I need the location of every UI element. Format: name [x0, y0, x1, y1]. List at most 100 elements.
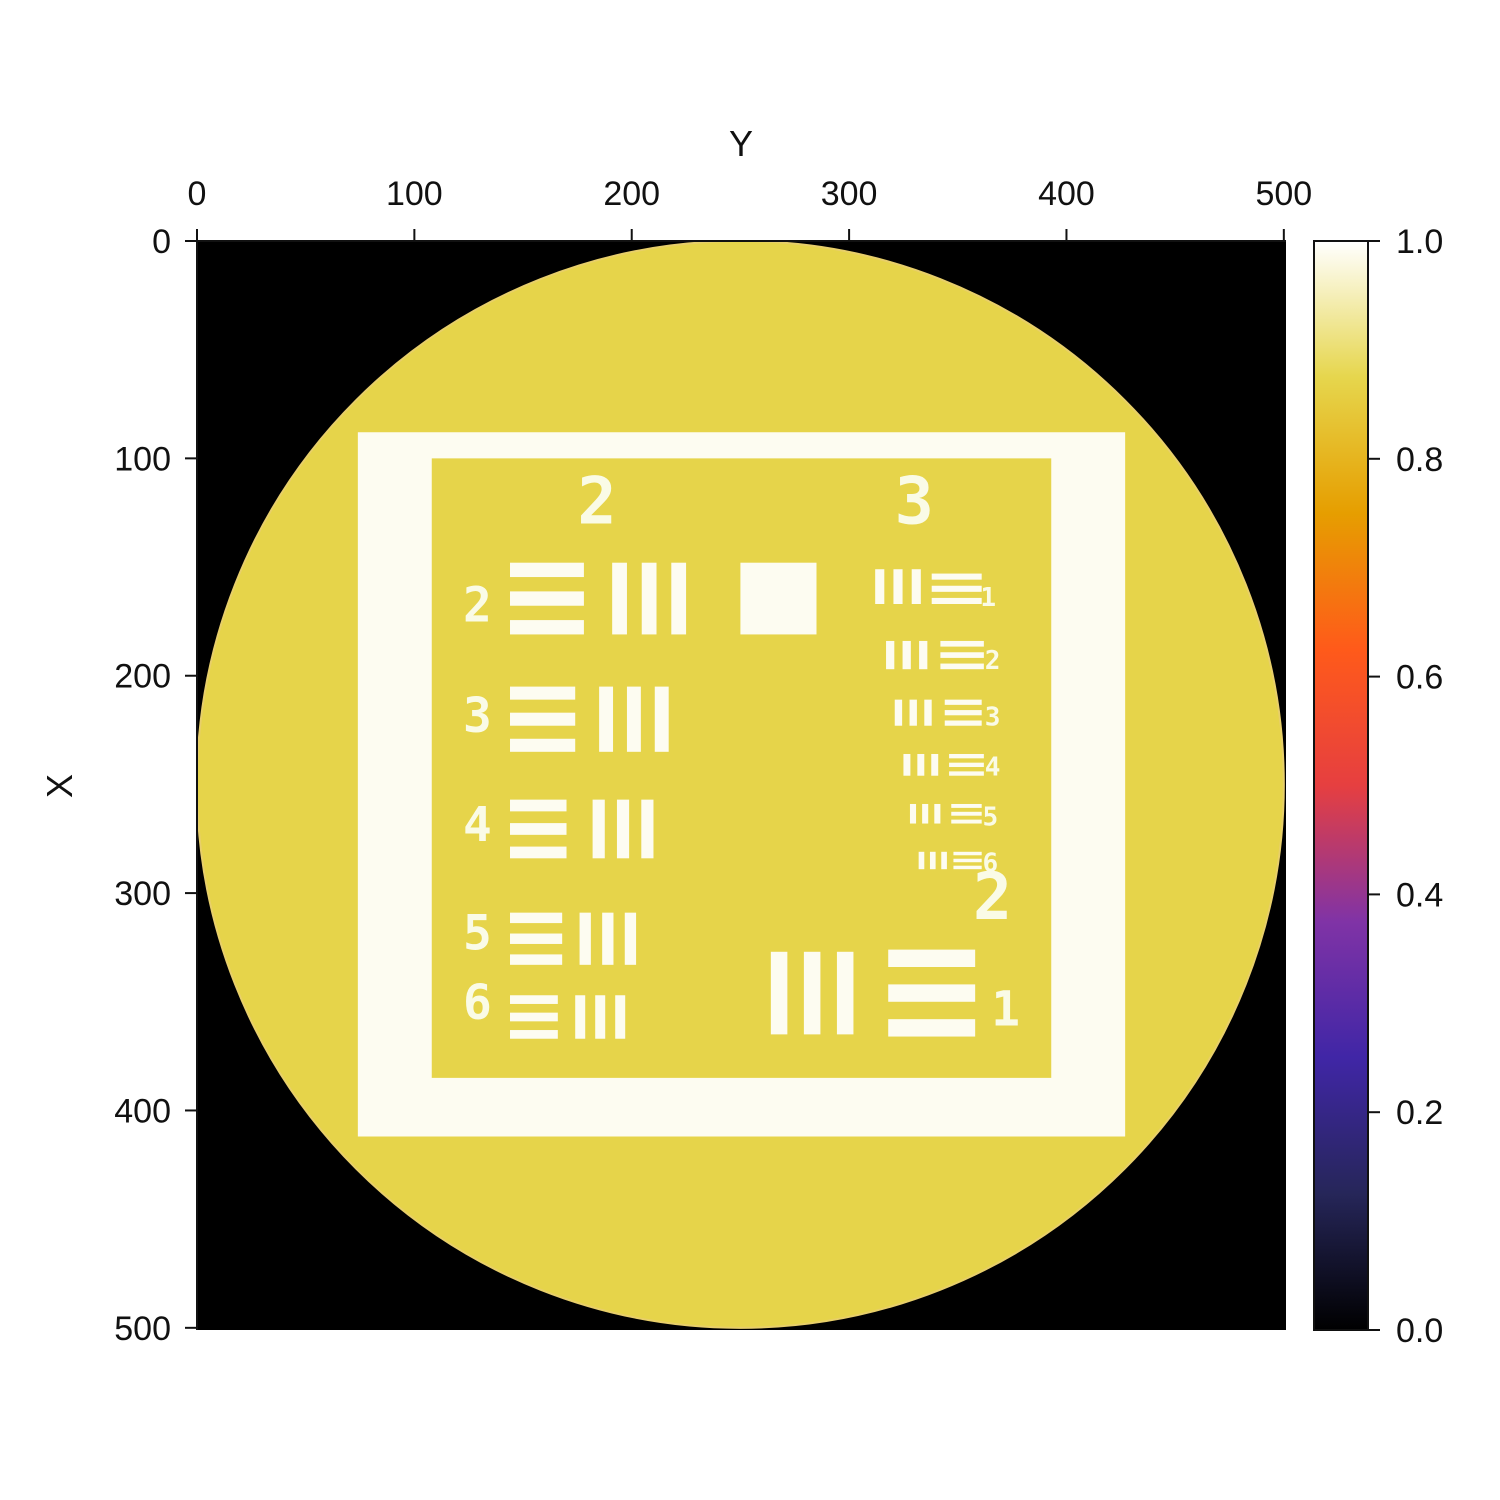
- target-bar: [888, 984, 976, 1002]
- colorbar-tick-label: 0.4: [1396, 876, 1443, 914]
- element-number-label: 4: [985, 753, 1001, 783]
- target-bar: [510, 738, 576, 752]
- vertical-bar-group: [886, 640, 928, 670]
- x-tick-label: 200: [603, 175, 660, 213]
- target-bar: [940, 652, 984, 658]
- vertical-bar-group: [579, 912, 637, 965]
- target-bar: [626, 686, 641, 752]
- horizontal-bar-group: [510, 995, 558, 1039]
- colorbar-gradient: [1313, 240, 1369, 1331]
- target-bar: [579, 912, 591, 965]
- element-number-label: 1: [980, 583, 996, 613]
- x-tick-label: 500: [1255, 175, 1312, 213]
- target-bar: [510, 933, 563, 944]
- target-bar: [918, 851, 925, 870]
- y-tick-label: 500: [114, 1310, 171, 1348]
- horizontal-bar-group: [888, 949, 976, 1037]
- target-bar: [919, 640, 928, 670]
- horizontal-bar-group: [953, 851, 982, 870]
- group-number-label: 2: [577, 464, 616, 540]
- plot-area: 2 3 2 2 3 4 5 6 1 1 2 3 4 5 6: [197, 241, 1286, 1330]
- target-bar: [671, 562, 687, 635]
- y-tick-label: 400: [114, 1092, 171, 1130]
- colorbar-tick-label: 0.2: [1396, 1094, 1443, 1132]
- target-bar: [940, 663, 984, 670]
- target-bar: [902, 640, 911, 670]
- vertical-bar-group: [770, 951, 854, 1035]
- target-bar: [944, 720, 982, 726]
- y-tick-label: 300: [114, 875, 171, 913]
- target-bar: [575, 995, 586, 1039]
- target-bar: [624, 912, 637, 965]
- target-bar: [510, 686, 576, 700]
- target-bar: [510, 799, 567, 812]
- target-bar: [931, 753, 939, 776]
- target-bar: [510, 823, 567, 835]
- element-number-label: 3: [985, 703, 1001, 733]
- horizontal-bar-group: [510, 562, 584, 635]
- element-number-label: 1: [991, 983, 1020, 1038]
- target-bar: [592, 799, 605, 859]
- target-bar: [903, 753, 911, 776]
- target-bar: [953, 858, 982, 863]
- x-tick-label: 0: [188, 175, 207, 213]
- target-bar: [886, 640, 895, 670]
- target-bar: [612, 562, 627, 635]
- element-number-label: 5: [983, 803, 999, 833]
- target-bar: [944, 699, 982, 705]
- y-tick-label: 100: [114, 440, 171, 478]
- element-number-label: 2: [985, 646, 1001, 676]
- target-bar: [510, 912, 563, 924]
- horizontal-bar-group: [510, 686, 576, 752]
- horizontal-bar-group: [949, 753, 984, 776]
- target-bar: [616, 799, 630, 859]
- group-number-label: 2: [973, 859, 1012, 935]
- target-bar: [510, 846, 567, 859]
- target-bar: [510, 1030, 558, 1039]
- group-number-label: 3: [895, 464, 934, 540]
- target-bar: [510, 620, 584, 635]
- horizontal-bar-group: [940, 640, 984, 670]
- horizontal-bar-group: [510, 912, 563, 965]
- target-bar: [836, 951, 854, 1035]
- y-tick-label: 200: [114, 658, 171, 696]
- vertical-bar-group: [894, 699, 932, 726]
- element-number-label: 6: [983, 848, 999, 878]
- vertical-bar-group: [909, 803, 941, 824]
- horizontal-bar-group: [944, 699, 982, 726]
- target-bar: [934, 803, 941, 824]
- vertical-bar-group: [599, 686, 669, 752]
- target-bar: [931, 585, 982, 592]
- horizontal-bar-group: [931, 573, 982, 604]
- target-bar: [615, 995, 626, 1039]
- vertical-bar-group: [903, 753, 939, 776]
- target-bar: [875, 569, 885, 604]
- target-bar: [949, 771, 984, 776]
- target-bar: [931, 573, 982, 580]
- colorbar-tick-label: 1.0: [1396, 223, 1443, 261]
- target-bar: [953, 851, 982, 856]
- element-number-label: 5: [463, 907, 492, 962]
- vertical-bar-group: [918, 851, 947, 870]
- vertical-bar-group: [592, 799, 654, 859]
- target-bar: [924, 699, 932, 726]
- target-bar: [510, 562, 584, 578]
- target-bar: [595, 995, 606, 1039]
- element-number-label: 4: [463, 798, 492, 853]
- target-bar: [917, 753, 925, 776]
- target-bar: [951, 811, 982, 816]
- x-axis-title: Y: [729, 123, 753, 164]
- element-number-label: 2: [463, 578, 492, 633]
- colorbar: 0.0 0.2 0.4 0.6 0.8 1.0: [1313, 223, 1443, 1350]
- target-bar: [803, 951, 821, 1035]
- target-bar: [888, 1019, 976, 1037]
- target-bar: [510, 1012, 558, 1022]
- horizontal-bar-group: [510, 799, 567, 859]
- target-bar: [894, 699, 903, 726]
- target-bar: [951, 803, 982, 808]
- target-bar: [949, 762, 984, 768]
- target-bar: [510, 591, 584, 606]
- target-bar: [641, 562, 657, 635]
- element-number-label: 3: [463, 689, 492, 744]
